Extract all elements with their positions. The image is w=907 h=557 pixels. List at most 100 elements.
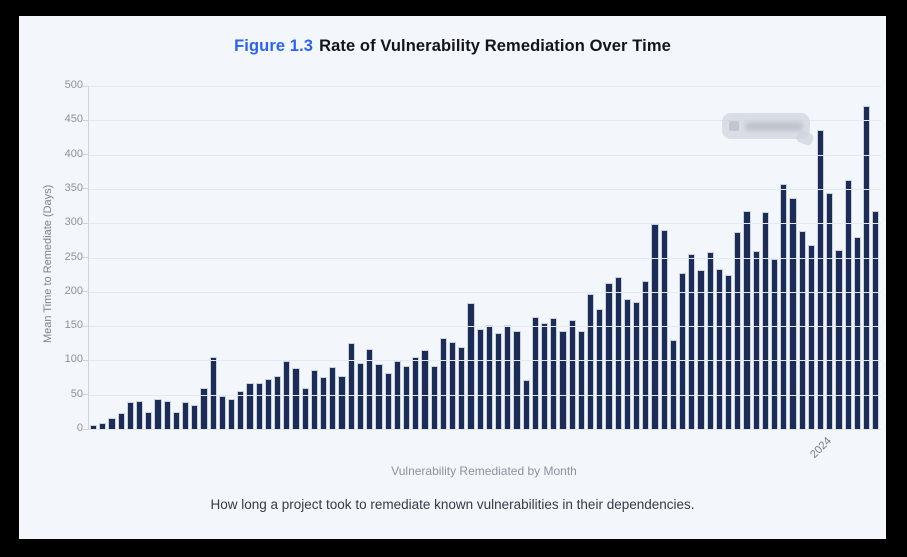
bar[interactable] bbox=[513, 331, 521, 429]
bar[interactable] bbox=[154, 398, 162, 429]
bar[interactable] bbox=[191, 405, 199, 429]
gridline bbox=[89, 223, 881, 225]
bar[interactable] bbox=[642, 280, 650, 429]
gridline bbox=[89, 360, 881, 362]
bar[interactable] bbox=[761, 211, 770, 429]
bar[interactable] bbox=[182, 401, 190, 429]
chart-title: Figure 1.3 Rate of Vulnerability Remediat… bbox=[19, 37, 886, 56]
bar[interactable] bbox=[734, 231, 742, 429]
gridline bbox=[89, 326, 881, 328]
bar[interactable] bbox=[99, 423, 107, 429]
bar[interactable] bbox=[126, 401, 135, 429]
bar[interactable] bbox=[688, 253, 696, 429]
bar[interactable] bbox=[826, 193, 834, 429]
bar[interactable] bbox=[485, 325, 493, 429]
bar[interactable] bbox=[697, 269, 705, 429]
bar[interactable] bbox=[320, 376, 328, 429]
bar[interactable] bbox=[117, 412, 125, 429]
bar[interactable] bbox=[863, 106, 871, 429]
bar[interactable] bbox=[596, 308, 604, 429]
bar[interactable] bbox=[669, 339, 677, 429]
y-tick-label: 300 bbox=[64, 216, 83, 229]
y-tick-mark bbox=[83, 188, 89, 190]
bar[interactable] bbox=[605, 283, 613, 429]
gridline bbox=[89, 291, 881, 293]
bar[interactable] bbox=[752, 251, 760, 429]
bar[interactable] bbox=[844, 179, 852, 429]
tooltip-blurred-text bbox=[745, 122, 803, 131]
bar[interactable] bbox=[853, 236, 862, 429]
bar[interactable] bbox=[412, 356, 420, 429]
gridline bbox=[89, 188, 881, 190]
bar[interactable] bbox=[660, 229, 668, 429]
bar[interactable] bbox=[246, 383, 254, 429]
gridline bbox=[89, 86, 881, 87]
bar[interactable] bbox=[301, 387, 309, 429]
chart-title-text: Rate of Vulnerability Remediation Over T… bbox=[319, 37, 671, 55]
bar[interactable] bbox=[218, 395, 227, 429]
bar[interactable] bbox=[292, 368, 300, 429]
bar[interactable] bbox=[255, 382, 263, 429]
bar[interactable] bbox=[522, 379, 530, 429]
bar[interactable] bbox=[237, 390, 245, 429]
bar[interactable] bbox=[780, 183, 788, 429]
y-tick-mark bbox=[83, 222, 89, 224]
bar[interactable] bbox=[172, 411, 181, 429]
bar[interactable] bbox=[568, 320, 576, 429]
bar[interactable] bbox=[715, 268, 724, 429]
bar[interactable] bbox=[347, 342, 355, 429]
bar[interactable] bbox=[108, 417, 116, 429]
bar[interactable] bbox=[817, 130, 825, 429]
bar[interactable] bbox=[577, 330, 585, 429]
bar[interactable] bbox=[807, 244, 816, 429]
gridline bbox=[89, 154, 881, 156]
bar[interactable] bbox=[586, 294, 595, 429]
bar[interactable] bbox=[209, 357, 217, 429]
bar[interactable] bbox=[559, 331, 567, 429]
bar[interactable] bbox=[338, 375, 346, 429]
bar[interactable] bbox=[476, 328, 484, 429]
bar[interactable] bbox=[531, 316, 539, 429]
bar[interactable] bbox=[623, 299, 631, 429]
bar[interactable] bbox=[614, 277, 622, 429]
bar[interactable] bbox=[706, 252, 714, 429]
bar[interactable] bbox=[439, 338, 447, 429]
bar[interactable] bbox=[310, 369, 319, 429]
bar[interactable] bbox=[467, 303, 475, 429]
bar[interactable] bbox=[789, 197, 797, 429]
bar[interactable] bbox=[430, 365, 438, 429]
bar[interactable] bbox=[421, 350, 429, 429]
bar[interactable] bbox=[145, 411, 153, 429]
bar[interactable] bbox=[550, 318, 558, 429]
bar[interactable] bbox=[228, 398, 236, 429]
bar[interactable] bbox=[872, 210, 880, 429]
bar[interactable] bbox=[200, 387, 208, 429]
bar[interactable] bbox=[458, 347, 466, 429]
bar[interactable] bbox=[375, 363, 383, 429]
bar[interactable] bbox=[384, 373, 392, 429]
bar[interactable] bbox=[90, 425, 98, 429]
bar[interactable] bbox=[402, 366, 411, 429]
blurred-tooltip bbox=[722, 113, 810, 139]
bar[interactable] bbox=[356, 362, 365, 429]
bar[interactable] bbox=[540, 323, 549, 429]
bar[interactable] bbox=[329, 366, 337, 429]
bar[interactable] bbox=[798, 231, 806, 429]
gridline bbox=[89, 257, 881, 259]
bar[interactable] bbox=[448, 342, 457, 429]
bar[interactable] bbox=[494, 333, 503, 429]
bar[interactable] bbox=[163, 401, 171, 429]
bar[interactable] bbox=[366, 349, 374, 429]
bar[interactable] bbox=[743, 211, 751, 429]
bar[interactable] bbox=[632, 301, 641, 429]
bar[interactable] bbox=[835, 249, 843, 429]
bar[interactable] bbox=[771, 258, 779, 429]
bar[interactable] bbox=[725, 275, 733, 429]
y-tick-label: 50 bbox=[70, 387, 83, 400]
bar[interactable] bbox=[136, 400, 144, 429]
bar[interactable] bbox=[504, 325, 512, 429]
bar[interactable] bbox=[264, 379, 273, 429]
bar[interactable] bbox=[274, 375, 282, 429]
bar[interactable] bbox=[679, 272, 687, 429]
plot-area: Mean Time to Remediate (Days) 2024 0 50 10… bbox=[42, 79, 881, 461]
